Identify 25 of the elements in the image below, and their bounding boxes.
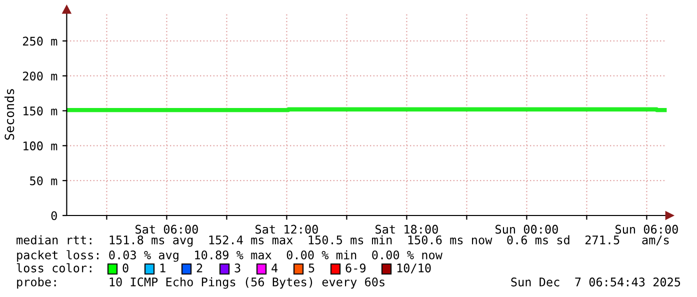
text: median rtt: 151.8 ms avg 152.4 ms max 150.5 ms min 150.6 ms now 0.6 ms sd 271.5 am/s — [16, 235, 669, 247]
text: 10/10 — [397, 264, 431, 274]
text: 3 — [234, 264, 240, 272]
y-tick-label: 0 — [51, 211, 57, 220]
y-tick-label: 50 m — [30, 176, 58, 186]
x-tick-label: Sun 06:00 — [616, 224, 678, 234]
y-tick-label: 200 m — [23, 72, 58, 81]
text: 5 — [308, 264, 314, 272]
text: loss color: — [16, 263, 92, 272]
text: 2 — [196, 264, 202, 272]
x-tick-label: Sat 06:00 — [136, 224, 198, 234]
y-tick-label: 250 m — [23, 36, 58, 46]
y-tick-label: 150 m — [24, 106, 58, 116]
text: probe: 10 ICMP Echo Pings (56 Bytes) every 60s — [17, 277, 384, 289]
x-tick-label: Sun 00:00 — [496, 224, 558, 234]
text: 0 — [122, 264, 128, 272]
y-tick-label: 100 m — [24, 141, 58, 150]
text: 6-9 — [346, 264, 366, 272]
text: packet loss: 0.03 % avg 10.89 % max 0.00 % min 0.00 % now — [17, 250, 442, 262]
y-axis-title: Seconds — [4, 89, 14, 140]
x-tick-label: Sat 18:00 — [376, 224, 438, 234]
text: 4 — [272, 264, 278, 272]
x-tick-label: Sat 12:00 — [256, 224, 318, 234]
text: Sun Dec 7 06:54:43 2025 — [511, 278, 680, 286]
text: 1 — [160, 264, 166, 272]
